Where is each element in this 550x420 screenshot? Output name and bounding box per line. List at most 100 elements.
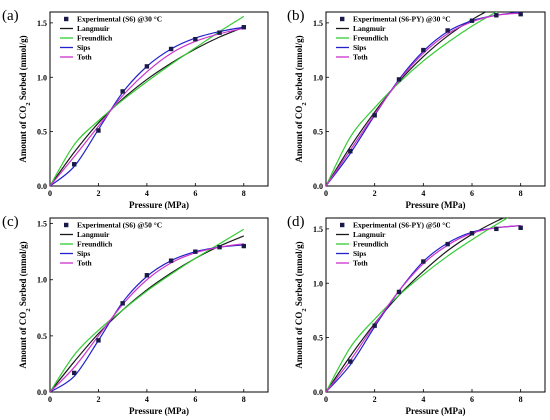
y-axis-title-part: Amount of CO	[294, 312, 304, 369]
legend-entry: Toth	[77, 259, 93, 268]
legend-entry: Sips	[353, 43, 366, 52]
y-tick-label: 1.5	[37, 19, 47, 28]
x-axis-title: Pressure (MPa)	[129, 200, 189, 210]
fit-curve-toth	[50, 27, 244, 186]
data-point	[421, 259, 426, 264]
data-point	[120, 301, 125, 306]
legend-entry: Langmuir	[77, 230, 110, 239]
x-tick-label: 2	[96, 395, 100, 404]
data-point	[518, 11, 523, 17]
data-point	[120, 89, 125, 94]
data-point	[72, 370, 77, 376]
y-axis-title-part: Amount of CO	[18, 312, 28, 369]
y-tick-label: 1.5	[313, 19, 323, 28]
legend-entry: Sips	[77, 249, 90, 258]
y-tick-label: 0.0	[313, 182, 323, 191]
data-point	[396, 77, 402, 82]
data-point	[217, 30, 222, 35]
data-point	[241, 25, 246, 30]
data-point	[469, 231, 475, 236]
fit-curve-langmuir	[50, 235, 245, 392]
x-tick-label: 2	[96, 189, 100, 198]
y-axis-title-subscript: 2	[25, 308, 32, 311]
y-tick-label: 0.0	[37, 388, 47, 397]
fit-curve-langmuir	[326, 218, 505, 392]
data-point	[494, 226, 499, 232]
legend-entry: Sips	[77, 43, 90, 52]
x-tick-label: 8	[519, 189, 523, 198]
panel-label: (a)	[2, 8, 19, 24]
x-tick-label: 0	[324, 395, 328, 404]
data-point	[168, 46, 174, 52]
y-tick-label: 0.0	[313, 388, 323, 397]
legend-entry: Experimental (S6-PY) @30 °C	[353, 15, 451, 24]
plot-frame	[49, 11, 269, 187]
y-tick-label: 0.5	[313, 334, 323, 343]
y-axis-title-part: Sorbed (mmol/g)	[18, 35, 28, 102]
data-point	[445, 28, 450, 33]
y-axis-title: Amount of CO2 Sorbed (mmol/g)	[294, 241, 308, 368]
legend-marker	[64, 16, 69, 22]
legend-entry: Langmuir	[353, 24, 386, 33]
legend-entry: Experimental (S6-PY) @50 °C	[353, 221, 451, 230]
chart-panel-c: (c) 0 2 4 6 8 0.0 0.5 1.0 1.5 Pressure (MPa) Amount…	[2, 214, 269, 416]
data-point	[372, 113, 377, 118]
x-tick-label: 0	[324, 189, 328, 198]
x-tick-label: 6	[193, 189, 197, 198]
data-point	[144, 273, 150, 278]
panel-label: (d)	[287, 214, 305, 230]
legend-entry: Toth	[353, 53, 369, 62]
data-point	[193, 36, 198, 42]
x-tick-label: 0	[48, 189, 52, 198]
chart-panel-d: (d) 0 2 4 6 8 0.0 0.5 1.0 1.5 Pressure (MPa) Amount…	[287, 214, 546, 416]
legend-entry: Toth	[353, 259, 369, 268]
y-axis-title-part: Amount of CO	[294, 106, 304, 163]
x-tick-label: 6	[193, 395, 197, 404]
x-axis-title: Pressure (MPa)	[406, 406, 466, 416]
data-point	[348, 359, 353, 364]
y-tick-label: 1.0	[313, 279, 323, 288]
y-tick-label: 0.5	[37, 332, 47, 341]
data-point	[217, 244, 222, 250]
legend-entry: Langmuir	[353, 230, 386, 239]
legend-entry: Experimental (S6) @30 °C	[77, 15, 162, 24]
x-tick-label: 4	[145, 395, 149, 404]
x-tick-label: 8	[242, 189, 246, 198]
legend-entry: Experimental (S6) @50 °C	[77, 221, 162, 230]
x-axis-title: Pressure (MPa)	[406, 200, 466, 210]
legend-marker	[340, 16, 345, 22]
fit-curve-langmuir	[50, 26, 245, 186]
data-point	[168, 258, 174, 263]
y-tick-label: 1.0	[37, 73, 47, 82]
y-axis-title-subscript: 2	[301, 102, 308, 105]
data-point	[96, 128, 101, 133]
data-point	[396, 289, 402, 295]
panel-label: (c)	[2, 214, 19, 230]
y-tick-label: 1.5	[37, 220, 47, 229]
x-tick-label: 0	[48, 395, 52, 404]
legend-entry: Freundlich	[77, 34, 113, 43]
fit-curve-toth	[326, 12, 521, 186]
y-axis-title: Amount of CO2 Sorbed (mmol/g)	[294, 35, 308, 162]
y-axis-title-part: Amount of CO	[18, 106, 28, 163]
data-point	[96, 338, 101, 343]
x-tick-label: 2	[373, 189, 377, 198]
fit-curve-toth	[50, 243, 244, 392]
fit-curve-langmuir	[326, 12, 487, 186]
data-point	[241, 243, 246, 249]
data-point	[494, 13, 499, 18]
data-point	[144, 64, 150, 69]
y-tick-label: 0.0	[37, 182, 47, 191]
plot-frame	[325, 217, 546, 393]
legend-marker	[64, 222, 69, 228]
data-point	[348, 149, 353, 154]
y-axis-title-part: Sorbed (mmol/g)	[294, 35, 304, 102]
x-tick-label: 4	[145, 189, 149, 198]
y-axis-title-part: Sorbed (mmol/g)	[294, 241, 304, 308]
y-axis-title-subscript: 2	[25, 102, 32, 105]
legend-entry: Langmuir	[77, 24, 110, 33]
x-tick-label: 2	[373, 395, 377, 404]
plot-frame	[49, 217, 269, 393]
y-axis-title-part: Sorbed (mmol/g)	[18, 241, 28, 308]
